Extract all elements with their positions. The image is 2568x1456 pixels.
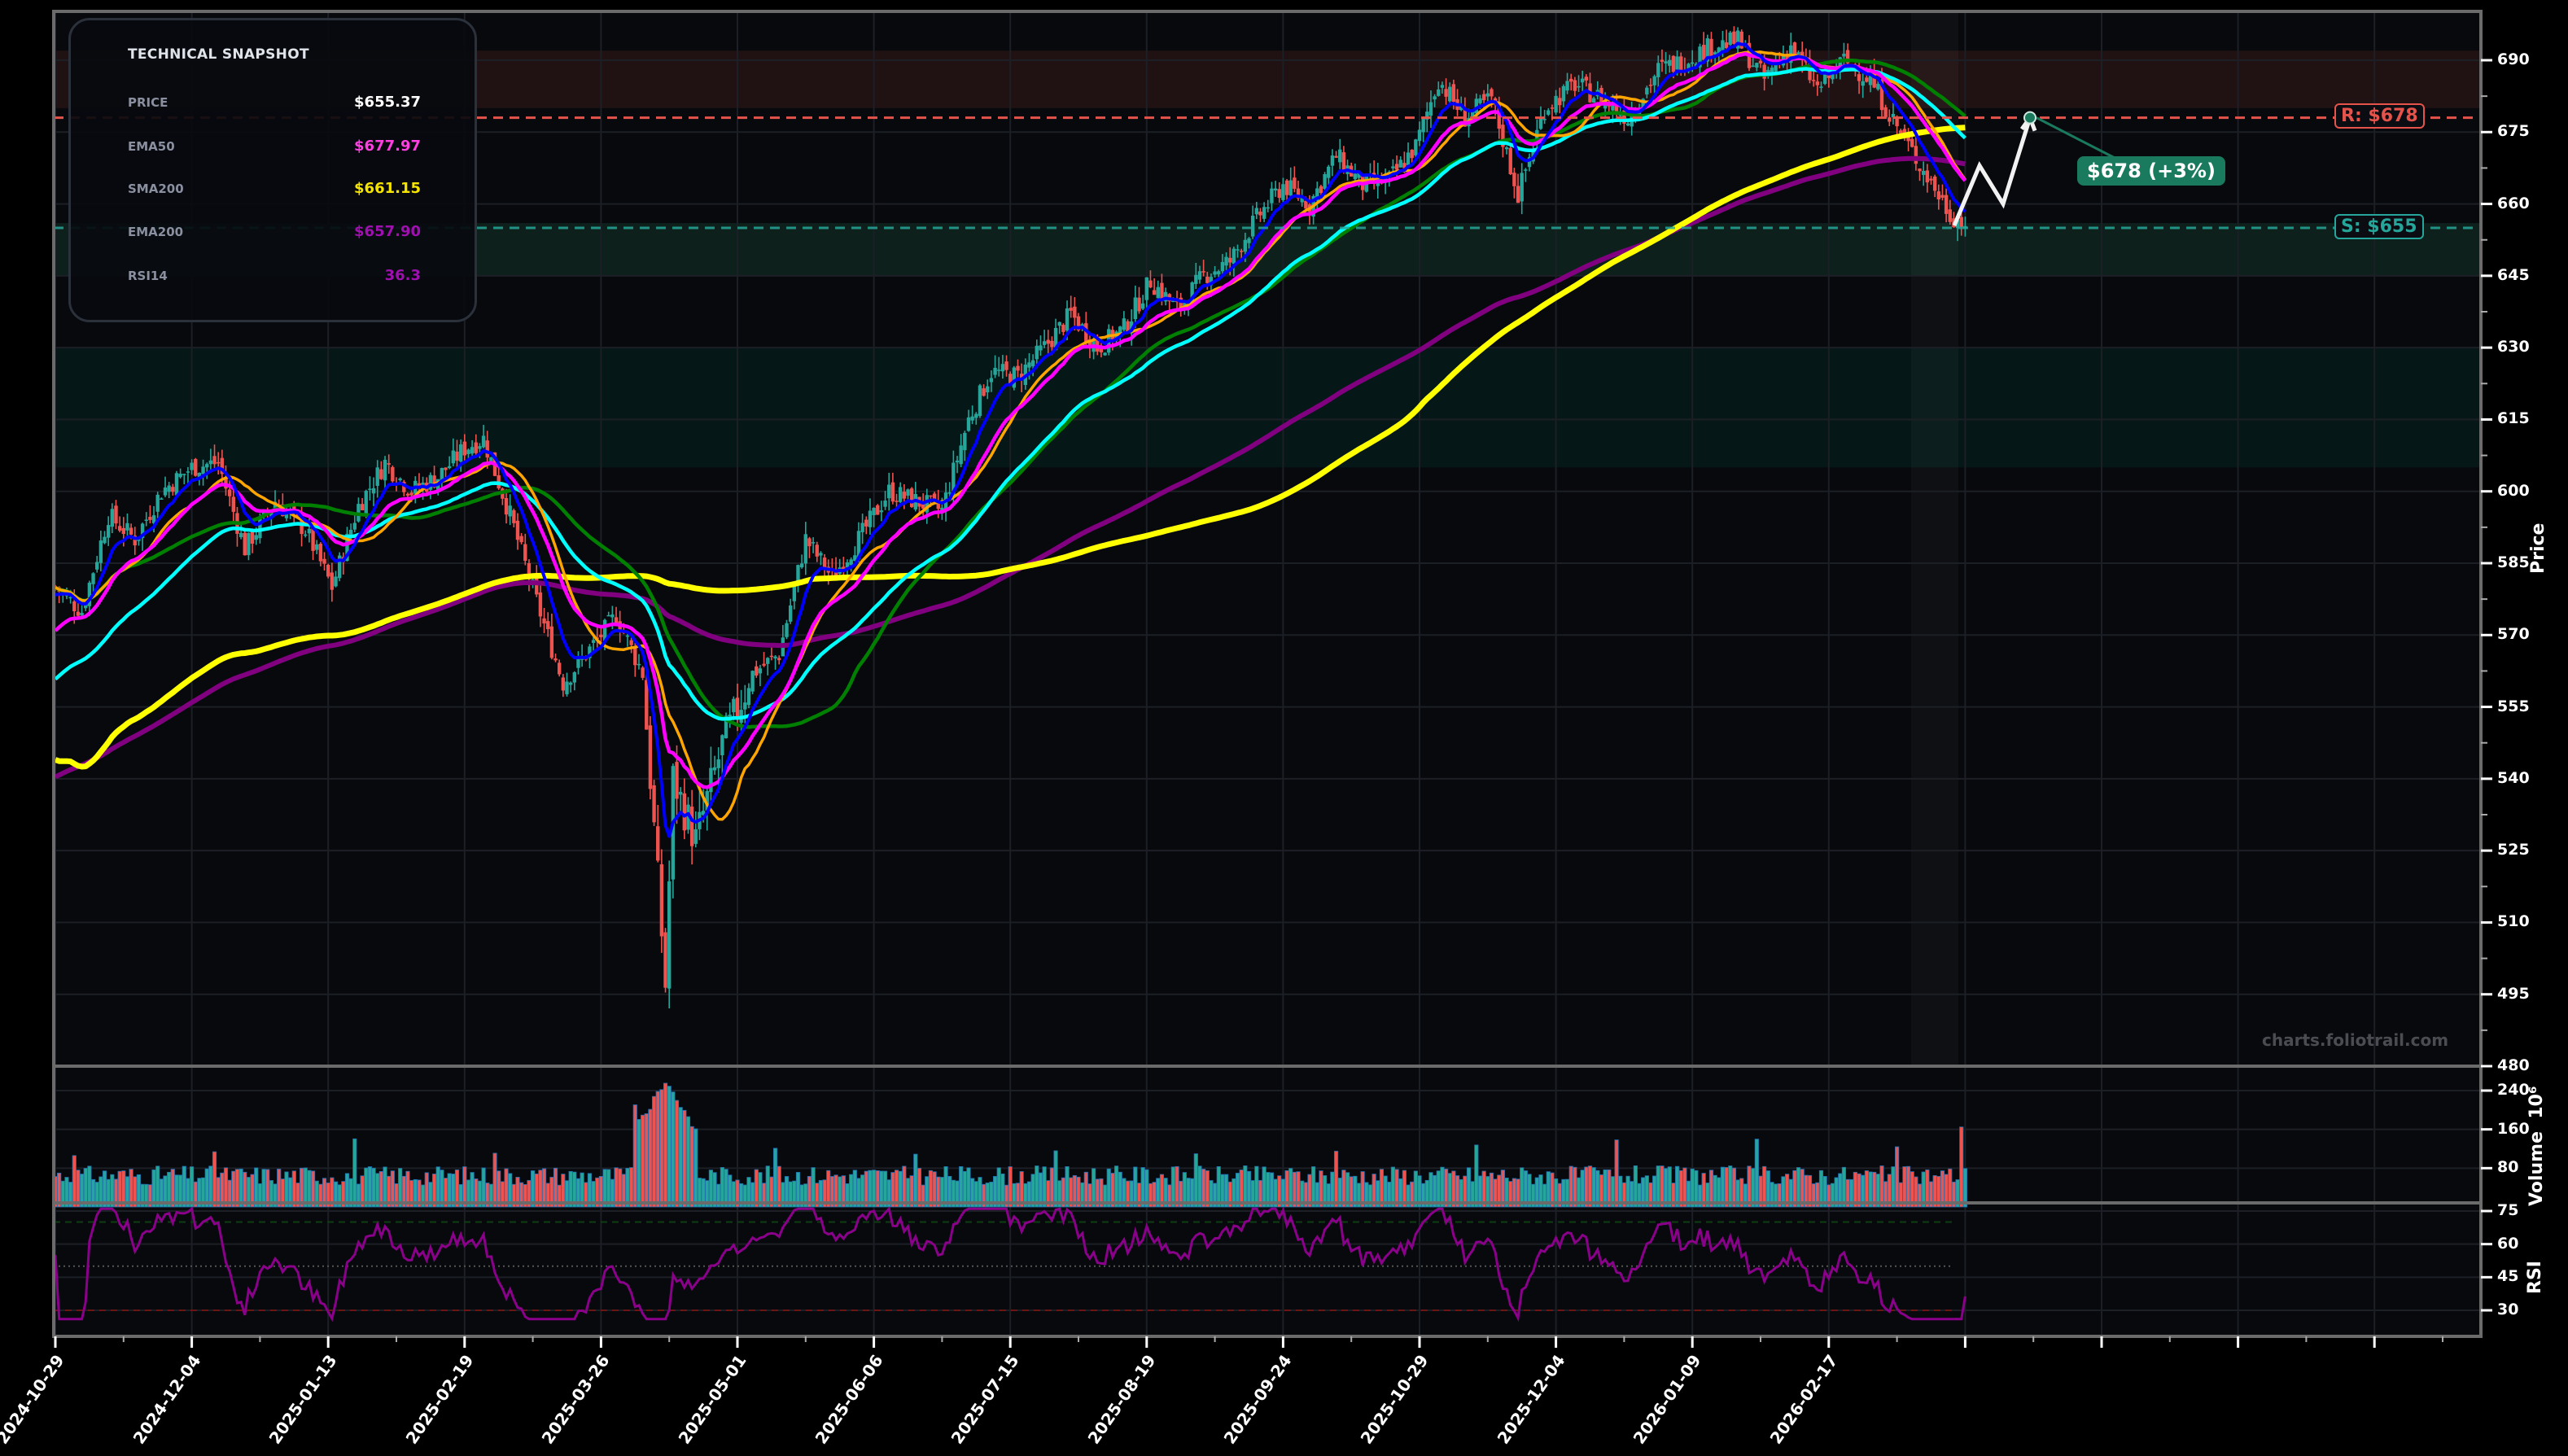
- ema50-line: [54, 67, 1966, 721]
- snapshot-label: PRICE: [128, 95, 168, 110]
- price-tick-label: 630: [2497, 338, 2530, 356]
- snapshot-value: 36.3: [384, 267, 421, 284]
- price-tick-label: 570: [2497, 625, 2530, 644]
- sma50-line: [54, 58, 1966, 729]
- rsi-tick-label: 30: [2497, 1301, 2519, 1318]
- price-tick-label: 600: [2497, 481, 2530, 500]
- price-tick-label: 510: [2497, 912, 2530, 931]
- snapshot-value: $677.97: [354, 138, 421, 155]
- sma20-line: [55, 50, 1966, 821]
- target-leader-line: [2036, 116, 2117, 160]
- watermark: charts.foliotrail.com: [2262, 1030, 2449, 1050]
- price-tick-label: 495: [2497, 984, 2530, 1003]
- snapshot-value: $655.37: [354, 94, 421, 111]
- volume-axis-exponent: 10⁶: [2526, 1086, 2547, 1119]
- snapshot-row-price: PRICE $655.37: [128, 94, 421, 115]
- snapshot-value: $657.90: [354, 223, 421, 240]
- rsi-line: [54, 1206, 1966, 1323]
- snapshot-row-ema200: EMA200 $657.90: [128, 223, 421, 244]
- price-tick-label: 645: [2497, 265, 2530, 284]
- volume-tick-label: 240: [2497, 1081, 2530, 1099]
- ema9-line: [55, 42, 1966, 838]
- price-tick-label: 675: [2497, 122, 2530, 141]
- rsi-tick-label: 60: [2497, 1234, 2519, 1253]
- price-target-tag: $678 (+3%): [2077, 156, 2225, 186]
- snapshot-row-rsi14: RSI14 36.3: [128, 267, 421, 288]
- price-tick-label: 615: [2497, 409, 2530, 428]
- target-marker-icon: [2023, 111, 2036, 125]
- snapshot-label: EMA200: [128, 225, 184, 239]
- rsi-panel: [54, 1203, 2481, 1336]
- projection-path: [1952, 116, 2032, 227]
- snapshot-label: SMA200: [128, 181, 184, 196]
- price-axis-label: Price: [2528, 522, 2548, 574]
- price-tick-label: 585: [2497, 553, 2530, 571]
- support-zone-lower: [54, 348, 2481, 468]
- support-level-tag: S: $655: [2334, 214, 2424, 239]
- technical-snapshot-panel: TECHNICAL SNAPSHOT PRICE $655.37 EMA50 $…: [68, 18, 477, 322]
- price-tick-label: 660: [2497, 194, 2530, 212]
- snapshot-row-ema50: EMA50 $677.97: [128, 138, 421, 159]
- sma200-line: [54, 125, 1966, 770]
- snapshot-label: RSI14: [128, 269, 168, 283]
- snapshot-value: $661.15: [354, 180, 421, 197]
- snapshot-row-sma200: SMA200 $661.15: [128, 180, 421, 201]
- volume-axis-label: Volume 10⁶: [2526, 1086, 2547, 1206]
- price-tick-label: 540: [2497, 768, 2530, 787]
- rsi-axis-label: RSI: [2525, 1261, 2545, 1294]
- volume-tick-label: 80: [2497, 1158, 2519, 1177]
- price-tick-label: 525: [2497, 841, 2530, 859]
- snapshot-title: TECHNICAL SNAPSHOT: [128, 46, 309, 63]
- price-tick-label: 690: [2497, 50, 2530, 68]
- price-tick-label: 555: [2497, 697, 2530, 715]
- volume-axis-label-text: Volume: [2526, 1131, 2547, 1206]
- resistance-level-tag: R: $678: [2334, 103, 2425, 129]
- snapshot-label: EMA50: [128, 139, 175, 154]
- rsi-tick-label: 45: [2497, 1267, 2519, 1286]
- volume-tick-label: 160: [2497, 1119, 2530, 1138]
- rsi-tick-label: 75: [2497, 1201, 2519, 1219]
- price-tick-label: 480: [2497, 1056, 2530, 1074]
- volume-bars: [53, 1082, 1967, 1208]
